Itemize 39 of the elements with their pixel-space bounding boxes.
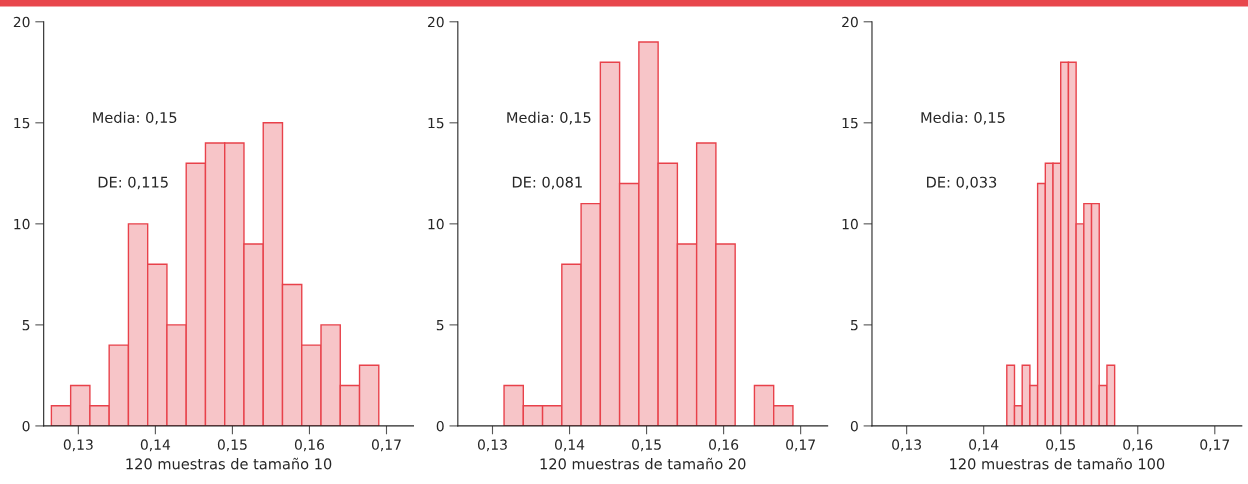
x-tick-label: 0,13 [63, 439, 93, 452]
y-tick-label: 10 [428, 218, 444, 230]
y-tick-label: 5 [436, 320, 444, 331]
annotation: DE: 0,033 [927, 176, 997, 190]
y-tick-label: 0 [850, 420, 858, 432]
y-tick-label: 20 [842, 16, 858, 28]
y-tick-label: 20 [13, 16, 30, 28]
x-axis-title: 120 muestras de tamaño 20 [540, 457, 746, 470]
x-axis-title: 120 muestras de tamaño 100 [950, 457, 1165, 470]
y-tick-label: 20 [427, 16, 444, 28]
x-tick-label: 0,14 [554, 439, 585, 452]
x-tick-label: 0,14 [969, 439, 999, 452]
y-tick-label: 15 [428, 117, 444, 129]
y-tick-label: 10 [842, 218, 858, 230]
x-tick-label: 0,15 [217, 439, 247, 452]
x-tick-label: 0,16 [294, 439, 325, 452]
x-tick-label: 0,15 [632, 439, 661, 452]
annotation: DE: 0,081 [512, 176, 582, 190]
y-tick-label: 0 [22, 420, 30, 432]
x-tick-label: 0,17 [371, 439, 401, 452]
y-tick-label: 5 [851, 320, 858, 331]
y-tick-label: 0 [436, 420, 444, 432]
annotation: Media: 0,15 [921, 111, 1005, 125]
x-tick-label: 0,17 [1200, 439, 1230, 452]
x-tick-label: 0,13 [477, 439, 507, 452]
annotation: DE: 0,115 [98, 176, 168, 190]
x-tick-label: 0,14 [140, 439, 171, 452]
x-tick-label: 0,17 [786, 439, 815, 452]
x-tick-label: 0,13 [892, 439, 921, 452]
annotation: Media: 0,15 [93, 111, 177, 125]
y-tick-label: 15 [842, 117, 858, 129]
y-tick-label: 5 [22, 320, 30, 331]
y-tick-label: 10 [14, 218, 30, 230]
annotation: Media: 0,15 [507, 111, 591, 125]
y-tick-label: 15 [14, 117, 30, 129]
x-tick-label: 0,15 [1046, 439, 1075, 452]
x-axis-title: 120 muestras de tamaño 10 [126, 457, 332, 470]
x-tick-label: 0,16 [1123, 439, 1153, 452]
x-tick-label: 0,16 [709, 439, 739, 452]
